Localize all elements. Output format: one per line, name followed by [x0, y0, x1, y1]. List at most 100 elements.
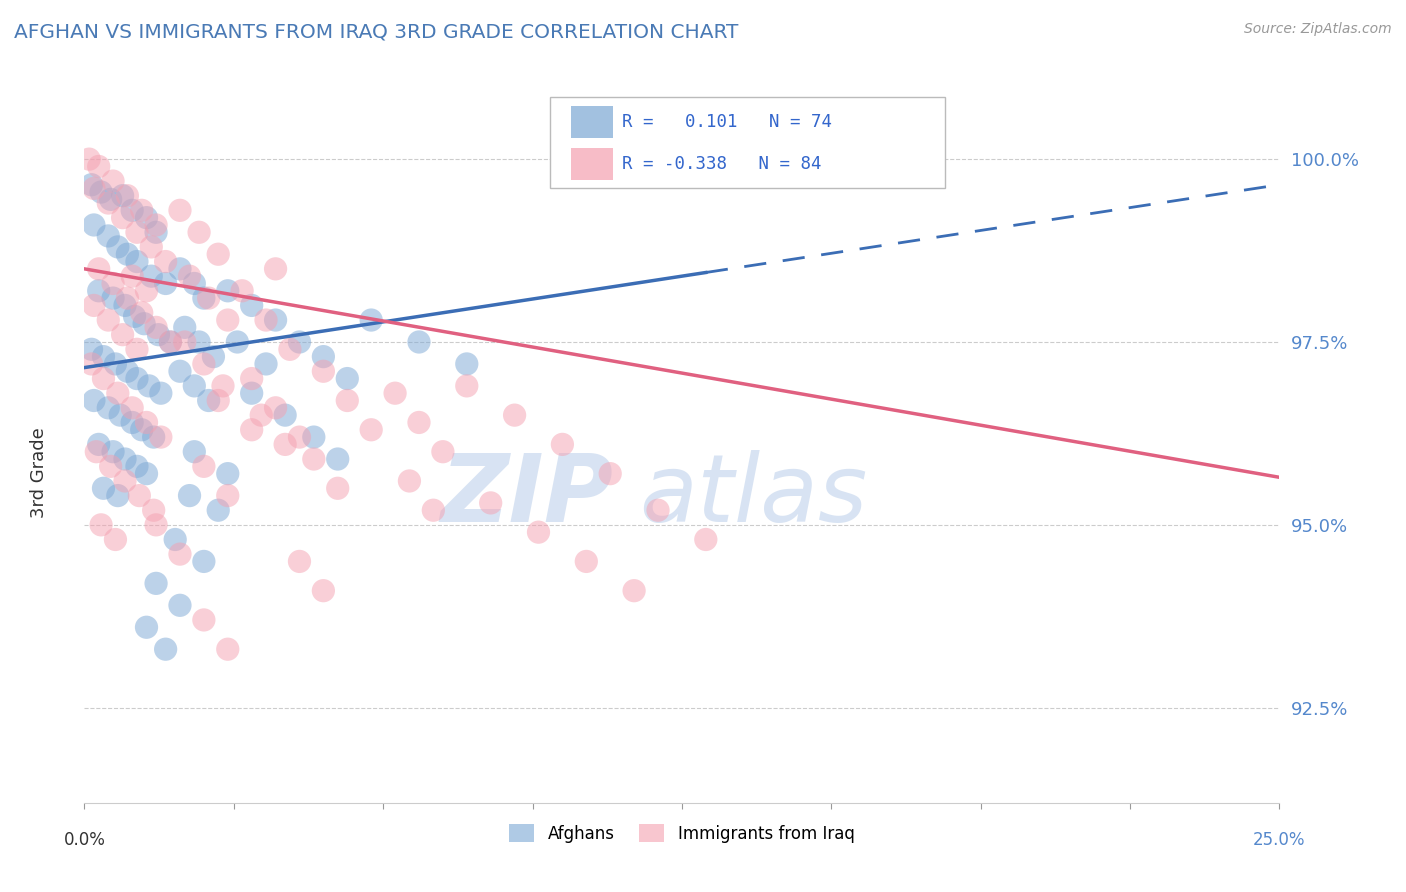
Point — [432, 444, 454, 458]
Point — [83, 393, 105, 408]
Point — [288, 554, 311, 568]
Point — [111, 327, 134, 342]
Point — [193, 291, 215, 305]
Point — [100, 459, 122, 474]
Point — [695, 533, 717, 547]
Legend: Afghans, Immigrants from Iraq: Afghans, Immigrants from Iraq — [502, 818, 862, 849]
Point — [503, 408, 526, 422]
Point — [107, 489, 129, 503]
Point — [479, 496, 502, 510]
Point — [360, 423, 382, 437]
Point — [132, 317, 156, 331]
Point — [142, 430, 165, 444]
Point — [145, 218, 167, 232]
Point — [114, 298, 136, 312]
Point — [183, 379, 205, 393]
Point — [288, 430, 311, 444]
Point — [125, 254, 148, 268]
Point — [90, 517, 112, 532]
Point — [217, 489, 239, 503]
Point — [422, 503, 444, 517]
Text: R =   0.101   N = 74: R = 0.101 N = 74 — [623, 112, 832, 130]
Point — [264, 313, 287, 327]
Point — [101, 277, 124, 291]
Point — [101, 444, 124, 458]
Point — [169, 547, 191, 561]
Point — [217, 642, 239, 657]
Point — [264, 401, 287, 415]
Point — [107, 386, 129, 401]
Bar — [571, 147, 613, 180]
Point — [80, 178, 103, 192]
Point — [169, 599, 191, 613]
Point — [456, 379, 478, 393]
Point — [159, 334, 181, 349]
Point — [135, 211, 157, 225]
Point — [278, 343, 301, 357]
Point — [135, 620, 157, 634]
Point — [217, 284, 239, 298]
Point — [408, 334, 430, 349]
Point — [623, 583, 645, 598]
Point — [360, 313, 382, 327]
Point — [193, 459, 215, 474]
Point — [128, 489, 150, 503]
Point — [302, 452, 325, 467]
Point — [141, 269, 163, 284]
Text: 3rd Grade: 3rd Grade — [31, 427, 48, 518]
Point — [254, 357, 277, 371]
Point — [240, 298, 263, 312]
Point — [384, 386, 406, 401]
Point — [77, 152, 100, 166]
Point — [86, 444, 108, 458]
Point — [148, 327, 170, 342]
Point — [312, 350, 335, 364]
Point — [97, 313, 120, 327]
Point — [104, 357, 127, 371]
Point — [250, 408, 273, 422]
Point — [97, 401, 120, 415]
Point — [125, 459, 148, 474]
Point — [551, 437, 574, 451]
Point — [104, 533, 127, 547]
Point — [149, 386, 172, 401]
Point — [141, 240, 163, 254]
Point — [188, 225, 211, 239]
Point — [93, 481, 115, 495]
Point — [179, 269, 201, 284]
Point — [575, 554, 598, 568]
Point — [100, 193, 122, 207]
Point — [231, 284, 253, 298]
FancyBboxPatch shape — [551, 97, 945, 188]
Point — [117, 364, 139, 378]
Point — [336, 393, 359, 408]
Point — [145, 225, 167, 239]
Point — [288, 334, 311, 349]
Point — [197, 291, 219, 305]
Point — [155, 642, 177, 657]
Point — [193, 554, 215, 568]
Point — [188, 334, 211, 349]
Point — [135, 284, 157, 298]
Point — [83, 298, 105, 312]
Point — [183, 444, 205, 458]
Point — [97, 229, 120, 244]
Point — [169, 203, 191, 218]
Point — [456, 357, 478, 371]
Point — [101, 174, 124, 188]
Point — [97, 196, 120, 211]
Text: AFGHAN VS IMMIGRANTS FROM IRAQ 3RD GRADE CORRELATION CHART: AFGHAN VS IMMIGRANTS FROM IRAQ 3RD GRADE… — [14, 22, 738, 41]
Point — [135, 467, 157, 481]
Point — [80, 343, 103, 357]
Point — [207, 503, 229, 517]
Point — [169, 261, 191, 276]
Text: 0.0%: 0.0% — [63, 830, 105, 848]
Point — [138, 379, 160, 393]
Point — [599, 467, 621, 481]
Point — [117, 188, 139, 202]
Point — [145, 517, 167, 532]
Text: atlas: atlas — [640, 450, 868, 541]
Point — [107, 240, 129, 254]
Point — [647, 503, 669, 517]
Point — [131, 203, 153, 218]
